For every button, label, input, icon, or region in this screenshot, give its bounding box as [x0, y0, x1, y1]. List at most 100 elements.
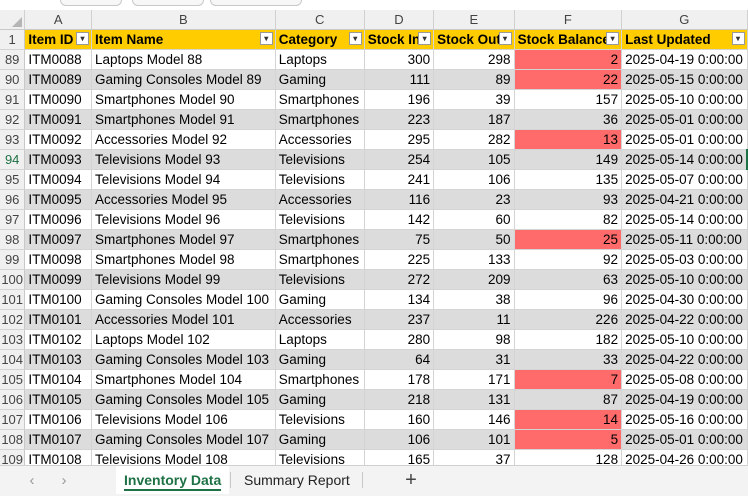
select-all-corner[interactable] — [0, 10, 26, 30]
row-number[interactable]: 93 — [0, 129, 26, 150]
stock-balance-cell[interactable]: 2 — [514, 49, 623, 70]
item-name-cell[interactable]: Televisions Model 106 — [91, 409, 276, 430]
item-name-cell[interactable]: Smartphones Model 104 — [91, 369, 276, 390]
stock-balance-cell[interactable]: 226 — [514, 309, 623, 330]
stock-in-cell[interactable]: 106 — [364, 429, 435, 450]
row-number[interactable]: 103 — [0, 329, 26, 350]
item-id-cell[interactable]: ITM0101 — [24, 309, 92, 330]
category-cell[interactable]: Televisions — [275, 209, 365, 230]
item-id-cell[interactable]: ITM0104 — [24, 369, 92, 390]
stock-out-cell[interactable]: 133 — [433, 249, 515, 270]
item-name-cell[interactable]: Accessories Model 92 — [91, 129, 276, 150]
item-name-cell[interactable]: Smartphones Model 90 — [91, 89, 276, 110]
stock-in-cell[interactable]: 241 — [364, 169, 435, 190]
stock-in-cell[interactable]: 111 — [364, 69, 435, 90]
category-cell[interactable]: Laptops — [275, 49, 365, 70]
last-updated-cell[interactable]: 2025-05-10 0:00:00 — [621, 329, 748, 350]
stock-in-cell[interactable]: 218 — [364, 389, 435, 410]
stock-in-cell[interactable]: 75 — [364, 229, 435, 250]
category-cell[interactable]: Smartphones — [275, 109, 365, 130]
stock-out-cell[interactable]: 106 — [433, 169, 515, 190]
last-updated-cell[interactable]: 2025-05-14 0:00:00 — [621, 209, 748, 230]
category-cell[interactable]: Smartphones — [275, 369, 365, 390]
row-number[interactable]: 99 — [0, 249, 26, 270]
item-name-cell[interactable]: Smartphones Model 91 — [91, 109, 276, 130]
add-sheet-icon[interactable]: + — [405, 469, 417, 491]
stock-in-cell[interactable]: 134 — [364, 289, 435, 310]
item-id-cell[interactable]: ITM0097 — [24, 229, 92, 250]
stock-out-cell[interactable]: 171 — [433, 369, 515, 390]
last-updated-cell[interactable]: 2025-05-10 0:00:00 — [621, 269, 748, 290]
last-updated-cell[interactable]: 2025-04-21 0:00:00 — [621, 189, 748, 210]
category-cell[interactable]: Accessories — [275, 189, 365, 210]
row-number[interactable]: 92 — [0, 109, 26, 130]
next-sheet-icon[interactable]: › — [61, 472, 67, 489]
spreadsheet-grid[interactable]: A B C D E F G 1 Item ID ▾ Item Name ▾ Category ▾ Stock… — [0, 10, 748, 470]
stock-out-cell[interactable]: 38 — [433, 289, 515, 310]
category-cell[interactable]: Accessories — [275, 309, 365, 330]
row-number[interactable]: 100 — [0, 269, 26, 290]
item-name-cell[interactable]: Smartphones Model 98 — [91, 249, 276, 270]
filter-dropdown-icon[interactable]: ▾ — [498, 32, 512, 45]
stock-in-cell[interactable]: 142 — [364, 209, 435, 230]
stock-out-cell[interactable]: 282 — [433, 129, 515, 150]
item-id-cell[interactable]: ITM0105 — [24, 389, 92, 410]
stock-out-cell[interactable]: 105 — [433, 149, 515, 170]
row-number[interactable]: 98 — [0, 229, 26, 250]
category-cell[interactable]: Televisions — [275, 409, 365, 430]
last-updated-cell[interactable]: 2025-04-22 0:00:00 — [621, 309, 748, 330]
item-id-cell[interactable]: ITM0089 — [24, 69, 92, 90]
row-number[interactable]: 106 — [0, 389, 26, 410]
row-number[interactable]: 90 — [0, 69, 26, 90]
stock-out-cell[interactable]: 209 — [433, 269, 515, 290]
item-name-cell[interactable]: Gaming Consoles Model 107 — [91, 429, 276, 450]
item-name-cell[interactable]: Televisions Model 93 — [91, 149, 276, 170]
item-id-cell[interactable]: ITM0093 — [24, 149, 92, 170]
item-id-cell[interactable]: ITM0091 — [24, 109, 92, 130]
last-updated-cell[interactable]: 2025-05-03 0:00:00 — [621, 249, 748, 270]
item-name-cell[interactable]: Televisions Model 96 — [91, 209, 276, 230]
item-id-cell[interactable]: ITM0098 — [24, 249, 92, 270]
stock-out-cell[interactable]: 50 — [433, 229, 515, 250]
stock-balance-cell[interactable]: 36 — [514, 109, 623, 130]
header-cell-stock-balance[interactable]: Stock Balance ▾ — [514, 29, 623, 50]
stock-out-cell[interactable]: 31 — [433, 349, 515, 370]
stock-balance-cell[interactable]: 63 — [514, 269, 623, 290]
last-updated-cell[interactable]: 2025-05-15 0:00:00 — [621, 69, 748, 90]
item-id-cell[interactable]: ITM0094 — [24, 169, 92, 190]
last-updated-cell[interactable]: 2025-05-14 0:00:00 — [621, 149, 748, 170]
column-header-b[interactable]: B — [91, 10, 276, 30]
stock-balance-cell[interactable]: 82 — [514, 209, 623, 230]
stock-balance-cell[interactable]: 7 — [514, 369, 623, 390]
category-cell[interactable]: Smartphones — [275, 229, 365, 250]
item-id-cell[interactable]: ITM0092 — [24, 129, 92, 150]
stock-balance-cell[interactable]: 157 — [514, 89, 623, 110]
item-id-cell[interactable]: ITM0106 — [24, 409, 92, 430]
category-cell[interactable]: Gaming — [275, 289, 365, 310]
item-name-cell[interactable]: Televisions Model 94 — [91, 169, 276, 190]
category-cell[interactable]: Laptops — [275, 329, 365, 350]
last-updated-cell[interactable]: 2025-04-19 0:00:00 — [621, 49, 748, 70]
stock-in-cell[interactable]: 254 — [364, 149, 435, 170]
stock-balance-cell[interactable]: 5 — [514, 429, 623, 450]
row-number[interactable]: 101 — [0, 289, 26, 310]
row-number[interactable]: 1 — [0, 29, 26, 50]
column-header-c[interactable]: C — [275, 10, 365, 30]
row-number[interactable]: 95 — [0, 169, 26, 190]
category-cell[interactable]: Gaming — [275, 389, 365, 410]
stock-in-cell[interactable]: 178 — [364, 369, 435, 390]
stock-balance-cell[interactable]: 14 — [514, 409, 623, 430]
row-number[interactable]: 102 — [0, 309, 26, 330]
stock-balance-cell[interactable]: 149 — [514, 149, 623, 170]
header-cell-category[interactable]: Category ▾ — [275, 29, 365, 50]
last-updated-cell[interactable]: 2025-04-22 0:00:00 — [621, 349, 748, 370]
stock-in-cell[interactable]: 295 — [364, 129, 435, 150]
stock-balance-cell[interactable]: 96 — [514, 289, 623, 310]
stock-out-cell[interactable]: 298 — [433, 49, 515, 70]
stock-out-cell[interactable]: 98 — [433, 329, 515, 350]
last-updated-cell[interactable]: 2025-04-19 0:00:00 — [621, 389, 748, 410]
item-name-cell[interactable]: Laptops Model 102 — [91, 329, 276, 350]
category-cell[interactable]: Televisions — [275, 269, 365, 290]
stock-out-cell[interactable]: 11 — [433, 309, 515, 330]
category-cell[interactable]: Televisions — [275, 149, 365, 170]
